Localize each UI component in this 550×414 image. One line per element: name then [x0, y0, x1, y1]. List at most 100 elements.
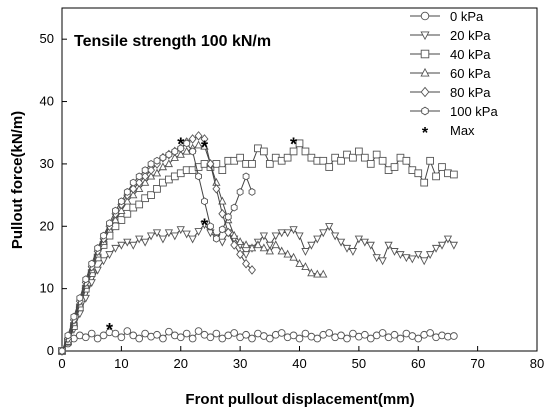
- max-marker: *: [201, 215, 208, 235]
- data-point: [301, 262, 310, 270]
- max-markers: * * * * *: [106, 134, 297, 340]
- data-point: [449, 241, 459, 250]
- data-point: [265, 246, 274, 255]
- data-point: [360, 153, 369, 162]
- data-point: [212, 329, 221, 338]
- legend-marker: [421, 106, 429, 116]
- data-point: [206, 333, 215, 342]
- data-point: [153, 185, 161, 193]
- data-point: [271, 240, 280, 249]
- series-100-kpa: [58, 139, 256, 355]
- series-layer: [57, 131, 459, 356]
- data-point: [426, 329, 434, 337]
- data-point: [289, 147, 298, 156]
- legend-label: 100 kPa: [450, 104, 498, 119]
- data-point: [301, 147, 310, 156]
- data-point: [355, 147, 363, 156]
- y-tick-label: 0: [47, 343, 54, 358]
- x-tick-label: 10: [114, 356, 128, 371]
- x-tick-label: 80: [530, 356, 544, 371]
- data-point: [319, 269, 328, 278]
- data-point: [176, 226, 185, 235]
- data-point: [230, 329, 239, 337]
- data-point: [152, 229, 162, 238]
- data-point: [200, 221, 209, 230]
- data-point: [147, 191, 155, 199]
- data-point: [259, 232, 269, 241]
- data-point: [58, 347, 66, 355]
- data-point: [366, 241, 375, 250]
- data-point: [396, 251, 405, 260]
- data-point: [420, 178, 429, 187]
- data-point: [141, 329, 149, 338]
- data-point: [313, 269, 322, 278]
- data-point: [140, 238, 150, 247]
- data-point: [182, 146, 191, 155]
- data-point: [153, 330, 161, 339]
- data-point: [135, 334, 144, 343]
- data-point: [277, 246, 286, 255]
- data-point: [123, 196, 132, 205]
- x-axis-title: Front pullout displacement(mm): [185, 391, 414, 408]
- data-point: [349, 153, 357, 162]
- data-point: [218, 209, 227, 219]
- data-point: [384, 241, 393, 250]
- data-point: [164, 229, 174, 238]
- y-axis-title: Pullout force(kN/m): [9, 111, 26, 249]
- x-tick-label: 60: [411, 356, 425, 371]
- data-point: [230, 230, 239, 239]
- data-point: [260, 147, 268, 156]
- data-point: [147, 159, 155, 168]
- data-point: [301, 248, 310, 256]
- data-point: [70, 312, 78, 321]
- data-point: [378, 257, 387, 266]
- data-point: [366, 334, 375, 343]
- x-tick-label: 30: [233, 356, 247, 371]
- data-point: [141, 171, 150, 182]
- data-point: [105, 251, 114, 260]
- data-point: [64, 331, 72, 340]
- x-tick-label: 0: [58, 356, 65, 371]
- y-tick-label: 30: [40, 156, 54, 171]
- data-point: [425, 251, 435, 260]
- data-point: [188, 134, 197, 144]
- data-point: [337, 156, 345, 165]
- data-point: [450, 332, 458, 340]
- data-point: [325, 329, 334, 337]
- data-point: [218, 166, 227, 174]
- data-point: [277, 229, 286, 238]
- data-point: [265, 334, 274, 343]
- data-point: [349, 329, 357, 338]
- data-point: [117, 197, 125, 206]
- y-tick-label: 50: [40, 31, 54, 46]
- data-point: [158, 235, 168, 244]
- data-point: [177, 144, 185, 153]
- data-point: [248, 265, 256, 275]
- data-point: [201, 197, 208, 206]
- data-point: [248, 160, 256, 168]
- data-point: [241, 251, 251, 260]
- data-point: [336, 238, 346, 247]
- data-point: [372, 254, 381, 263]
- data-point: [337, 331, 345, 340]
- data-point: [99, 257, 108, 266]
- data-point: [378, 156, 387, 165]
- x-tick-label: 70: [470, 356, 484, 371]
- data-point: [81, 333, 90, 342]
- data-point: [283, 153, 292, 162]
- data-point: [248, 334, 256, 343]
- data-point: [218, 238, 227, 247]
- data-point: [248, 188, 256, 196]
- data-point: [182, 230, 191, 239]
- legend-label: 20 kPa: [450, 28, 491, 43]
- data-point: [313, 235, 322, 244]
- data-point: [117, 241, 126, 250]
- data-point: [295, 232, 304, 241]
- y-tick-label: 20: [40, 218, 54, 233]
- data-point: [111, 329, 120, 338]
- legend-label: 40 kPa: [450, 47, 491, 62]
- data-point: [146, 171, 156, 180]
- data-point: [235, 237, 245, 246]
- legend-marker: [420, 49, 430, 59]
- x-axis: 0 10 20 30 40 50 60 70 80: [58, 346, 544, 371]
